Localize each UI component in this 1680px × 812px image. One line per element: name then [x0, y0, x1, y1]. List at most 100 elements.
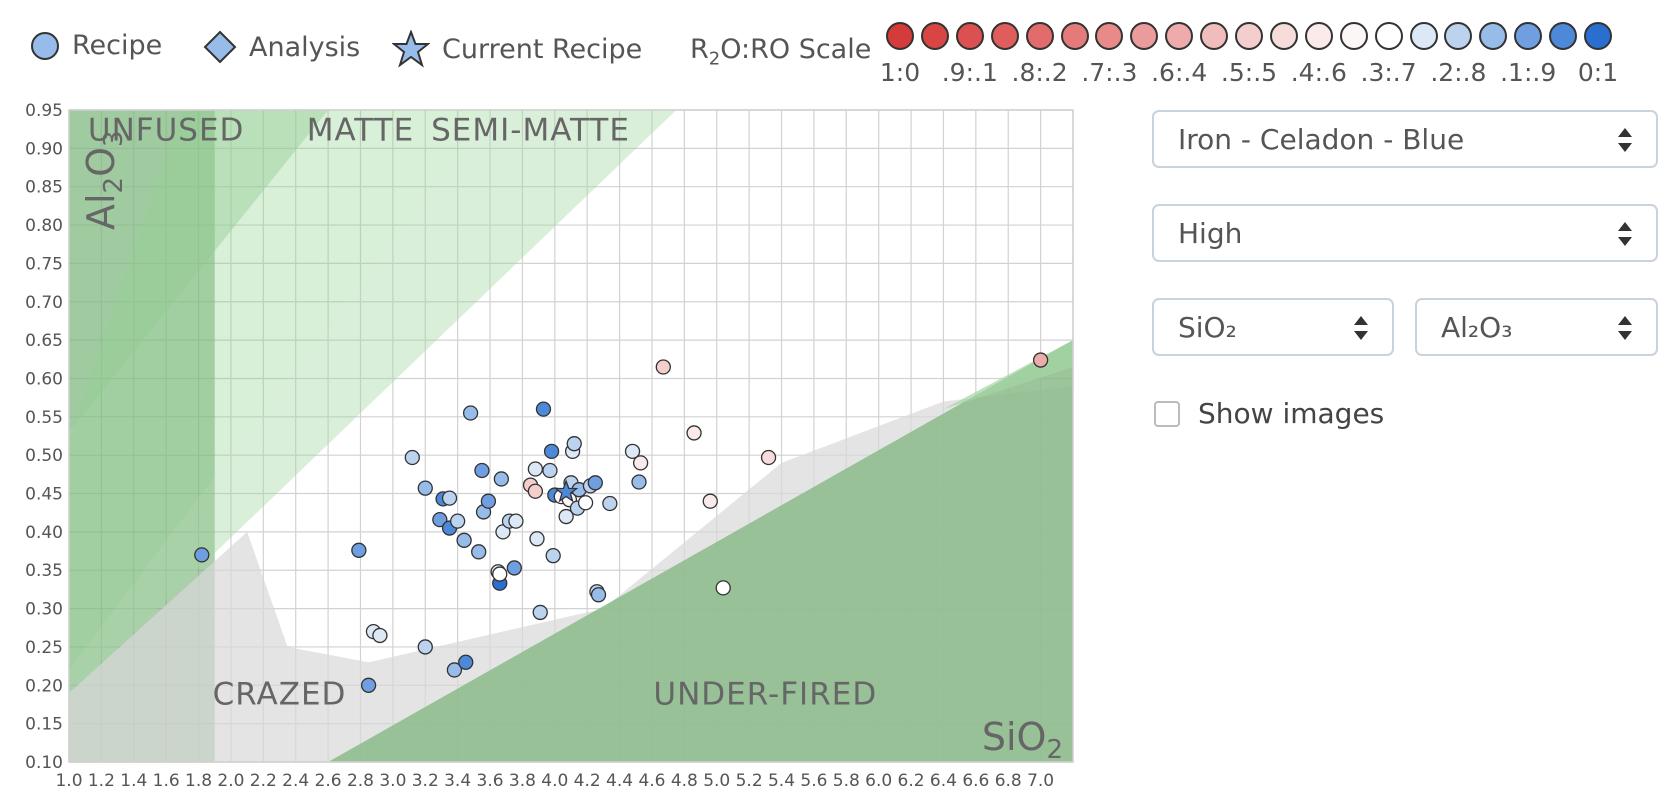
- temperature-select-value: High: [1178, 216, 1243, 250]
- legend-current-recipe: Current Recipe: [392, 30, 642, 68]
- scale-swatch-label: .6:.4: [1151, 58, 1208, 87]
- recipe-point: [535, 401, 552, 417]
- x-tick-label: 5.2: [736, 771, 763, 791]
- scale-swatch: [1025, 22, 1054, 50]
- recipe-point: [417, 480, 433, 496]
- recipe-point: [462, 405, 479, 421]
- recipe-point: [474, 462, 490, 479]
- recipe-point: [449, 513, 466, 529]
- y-tick-label: 0.40: [25, 523, 63, 543]
- recipe-point: [404, 449, 420, 466]
- x-axis-title: SiO2: [982, 715, 1063, 765]
- region-label: MATTE: [307, 113, 414, 149]
- recipe-point: [527, 483, 544, 499]
- circle-icon: [31, 31, 59, 60]
- recipe-point: [441, 490, 458, 506]
- y-tick-label: 0.80: [25, 216, 63, 236]
- recipe-point: [1032, 352, 1049, 368]
- recipe-point: [545, 548, 561, 564]
- scale-swatch-label: .5:.5: [1220, 58, 1278, 87]
- legend-analysis: Analysis: [203, 30, 360, 64]
- x-axis-select[interactable]: SiO₂: [1152, 298, 1394, 356]
- x-tick-label: 7.0: [1027, 771, 1054, 791]
- recipe-select[interactable]: Iron - Celadon - Blue: [1152, 110, 1658, 168]
- recipe-point: [542, 462, 558, 479]
- scale-swatch-label: .3:.7: [1360, 58, 1417, 87]
- x-tick-label: 4.6: [638, 771, 665, 791]
- region-semi-matte: [69, 110, 677, 693]
- recipe-point: [686, 425, 702, 441]
- x-tick-label: 6.4: [930, 771, 957, 791]
- scale-title: R2O:RO Scale: [690, 34, 872, 70]
- x-tick-label: 1.8: [185, 771, 212, 791]
- x-tick-label: 4.0: [541, 771, 568, 791]
- x-tick-label: 3.4: [444, 771, 471, 791]
- recipe-point: [458, 654, 474, 670]
- region-label: SEMI-MATTE: [431, 113, 630, 149]
- y-axis-title: Al2O3: [79, 130, 129, 230]
- y-tick-label: 0.20: [25, 676, 63, 696]
- region-label: CRAZED: [213, 676, 347, 712]
- recipe-point: [532, 604, 548, 621]
- recipe-point: [702, 493, 718, 509]
- y-axis-select[interactable]: Al₂O₃: [1415, 298, 1658, 356]
- recipe-point: [372, 627, 388, 644]
- scale-swatch: [1235, 22, 1263, 50]
- sort-arrows-icon: [1618, 128, 1632, 152]
- x-tick-label: 3.6: [477, 771, 504, 791]
- scale-swatch-label: 1:0: [879, 58, 921, 87]
- x-tick-label: 3.8: [509, 771, 536, 791]
- recipe-point: [760, 449, 777, 466]
- show-images-toggle[interactable]: Show images: [1154, 397, 1384, 430]
- recipe-point: [631, 474, 647, 490]
- show-images-label: Show images: [1198, 397, 1385, 430]
- y-tick-label: 0.85: [25, 178, 63, 198]
- plot-border: [68, 109, 1074, 763]
- x-tick-label: 5.6: [800, 771, 827, 791]
- scale-swatch-label: .9:.1: [941, 58, 998, 87]
- scale-swatch-label: .8:.2: [1011, 58, 1068, 87]
- temperature-select[interactable]: High: [1152, 204, 1658, 262]
- x-tick-label: 5.0: [703, 771, 730, 791]
- y-tick-label: 0.25: [25, 638, 63, 658]
- y-tick-label: 0.15: [25, 715, 63, 735]
- show-images-checkbox[interactable]: [1154, 400, 1180, 427]
- x-tick-label: 1.4: [120, 771, 147, 791]
- region-unfused-band: [69, 110, 329, 433]
- recipe-point: [602, 495, 618, 512]
- scale-swatch: [1339, 22, 1368, 50]
- x-tick-label: 1.2: [88, 771, 115, 791]
- y-tick-label: 0.90: [25, 139, 63, 159]
- chart-legend: Recipe Analysis Current Recipe R2O:RO Sc…: [0, 0, 1680, 104]
- x-tick-label: 2.4: [282, 771, 309, 791]
- x-tick-label: 6.8: [995, 771, 1022, 791]
- legend-recipe-label: Recipe: [72, 30, 163, 61]
- x-tick-label: 6.0: [865, 771, 892, 791]
- scale-swatch: [1514, 22, 1543, 50]
- scale-swatch-label: .7:.3: [1081, 58, 1138, 87]
- sort-arrows-icon: [1618, 316, 1632, 340]
- recipe-point: [456, 532, 472, 548]
- recipe-point: [624, 443, 641, 459]
- recipe-select-value: Iron - Celadon - Blue: [1178, 122, 1465, 156]
- recipe-point: [492, 566, 508, 582]
- recipe-point: [529, 531, 545, 547]
- scale-swatch: [1095, 22, 1124, 50]
- recipe-point: [360, 677, 377, 693]
- diamond-icon: [203, 30, 237, 64]
- scale-swatch-label: 0:1: [1577, 58, 1619, 87]
- scale-swatch: [1130, 22, 1159, 50]
- y-tick-label: 0.30: [25, 600, 63, 620]
- recipe-point: [632, 455, 649, 471]
- scale-swatch: [1165, 22, 1194, 50]
- sort-arrows-icon: [1354, 316, 1368, 340]
- y-tick-label: 0.70: [25, 293, 63, 313]
- scale-swatch-label: .4:.6: [1290, 58, 1347, 87]
- scale-swatch: [1584, 22, 1612, 50]
- x-tick-label: 2.8: [347, 771, 374, 791]
- region-label: UNFUSED: [88, 113, 245, 149]
- recipe-point: [590, 587, 607, 603]
- y-tick-label: 0.35: [25, 561, 63, 581]
- x-tick-label: 6.2: [898, 771, 925, 791]
- recipe-point: [655, 359, 671, 375]
